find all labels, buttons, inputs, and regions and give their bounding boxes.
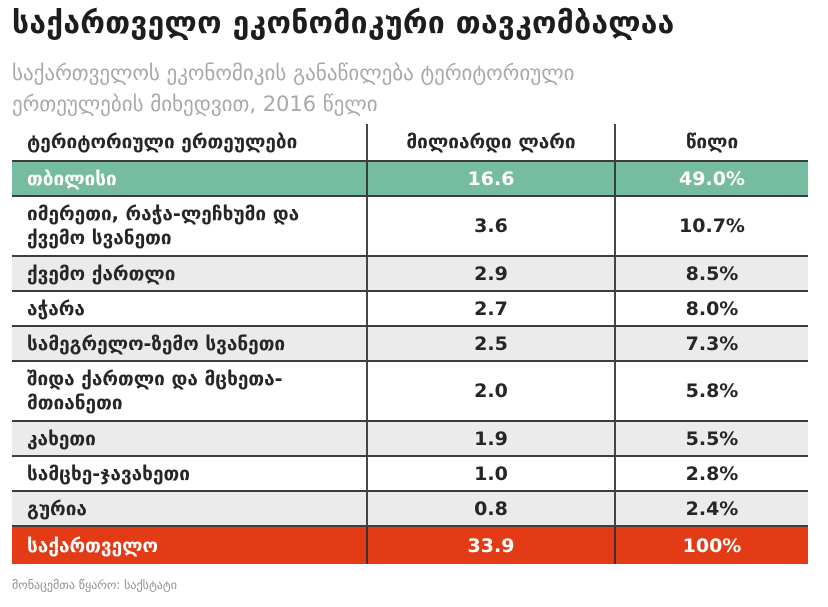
- region-cell: კახეთი: [27, 427, 96, 450]
- region-cell: თბილისი: [27, 167, 117, 190]
- table-row-shida-kartli: შიდა ქართლი და მცხეთა-მთიანეთი 2.0 5.8%: [12, 360, 808, 420]
- value-cell: 2.0: [366, 362, 614, 420]
- share-cell: 100%: [614, 527, 808, 564]
- table-row-guria: გურია 0.8 2.4%: [12, 490, 808, 525]
- value-cell: 1.0: [366, 457, 614, 490]
- region-cell: ქვემო ქართლი: [27, 262, 176, 285]
- table-row-kvemo-kartli: ქვემო ქართლი 2.9 8.5%: [12, 255, 808, 290]
- region-cell: აჭარა: [27, 297, 85, 320]
- share-cell: 8.5%: [614, 257, 808, 290]
- value-cell: 2.7: [366, 292, 614, 325]
- table-row-imereti: იმერეთი, რაჭა-ლეჩხუმი და ქვემო სვანეთი 3…: [12, 195, 808, 255]
- table-row-samegrelo: სამეგრელო-ზემო სვანეთი 2.5 7.3%: [12, 325, 808, 360]
- share-cell: 49.0%: [614, 162, 808, 195]
- col-header-territorial-units: ტერიტორიული ერთეულები: [27, 131, 298, 153]
- region-cell: იმერეთი, რაჭა-ლეჩხუმი და ქვემო სვანეთი: [27, 203, 300, 249]
- table-row-samtskhe: სამცხე-ჯავახეთი 1.0 2.8%: [12, 455, 808, 490]
- share-cell: 10.7%: [614, 197, 808, 255]
- share-cell: 2.4%: [614, 492, 808, 525]
- table-header-row: ტერიტორიული ერთეულები მილიარდი ლარი წილი: [12, 124, 808, 160]
- share-cell: 8.0%: [614, 292, 808, 325]
- region-cell: საქართველო: [27, 534, 158, 557]
- region-cell: გურია: [27, 497, 87, 520]
- value-cell: 16.6: [366, 162, 614, 195]
- region-cell: შიდა ქართლი და მცხეთა-მთიანეთი: [27, 368, 283, 414]
- subtitle-line-2: ერთეულების მიხედვით, 2016 წელი: [12, 92, 378, 116]
- regions-table: ტერიტორიული ერთეულები მილიარდი ლარი წილი…: [12, 124, 808, 564]
- page-subtitle: საქართველოს ეკონომიკის განაწილება ტერიტო…: [12, 58, 792, 120]
- table-row-kakheti: კახეთი 1.9 5.5%: [12, 420, 808, 455]
- table-row-georgia-total: საქართველო 33.9 100%: [12, 525, 808, 564]
- region-cell: სამცხე-ჯავახეთი: [27, 462, 190, 485]
- share-cell: 5.8%: [614, 362, 808, 420]
- page-title: საქართველო ეკონომიკური თავკომბალაა: [12, 6, 675, 41]
- value-cell: 2.9: [366, 257, 614, 290]
- table-row-tbilisi: თბილისი 16.6 49.0%: [12, 160, 808, 195]
- col-header-share: წილი: [614, 124, 808, 160]
- value-cell: 1.9: [366, 422, 614, 455]
- col-header-billion-gel: მილიარდი ლარი: [366, 124, 614, 160]
- subtitle-line-1: საქართველოს ეკონომიკის განაწილება ტერიტო…: [12, 61, 575, 85]
- value-cell: 0.8: [366, 492, 614, 525]
- share-cell: 5.5%: [614, 422, 808, 455]
- region-cell: სამეგრელო-ზემო სვანეთი: [27, 332, 286, 355]
- value-cell: 33.9: [366, 527, 614, 564]
- table-row-achara: აჭარა 2.7 8.0%: [12, 290, 808, 325]
- value-cell: 3.6: [366, 197, 614, 255]
- share-cell: 2.8%: [614, 457, 808, 490]
- data-source-note: მონაცემთა წყარო: საქსტატი: [12, 578, 177, 592]
- share-cell: 7.3%: [614, 327, 808, 360]
- value-cell: 2.5: [366, 327, 614, 360]
